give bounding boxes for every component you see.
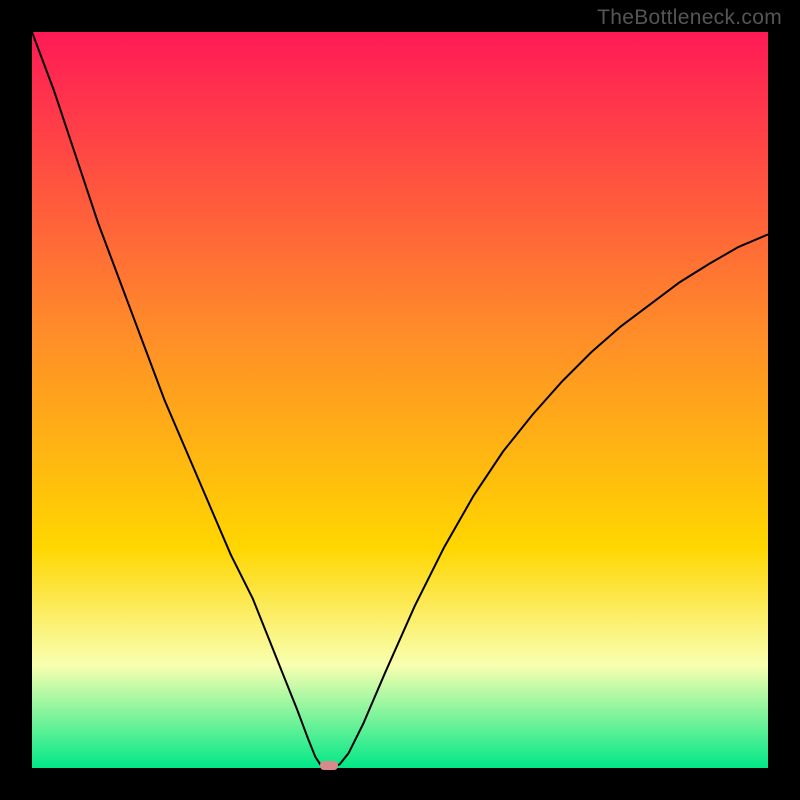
watermark-text: TheBottleneck.com	[597, 6, 782, 30]
chart-container: TheBottleneck.com	[0, 0, 800, 800]
bottleneck-curve	[32, 32, 768, 767]
minimum-marker	[320, 761, 338, 770]
curve-layer	[0, 0, 800, 800]
